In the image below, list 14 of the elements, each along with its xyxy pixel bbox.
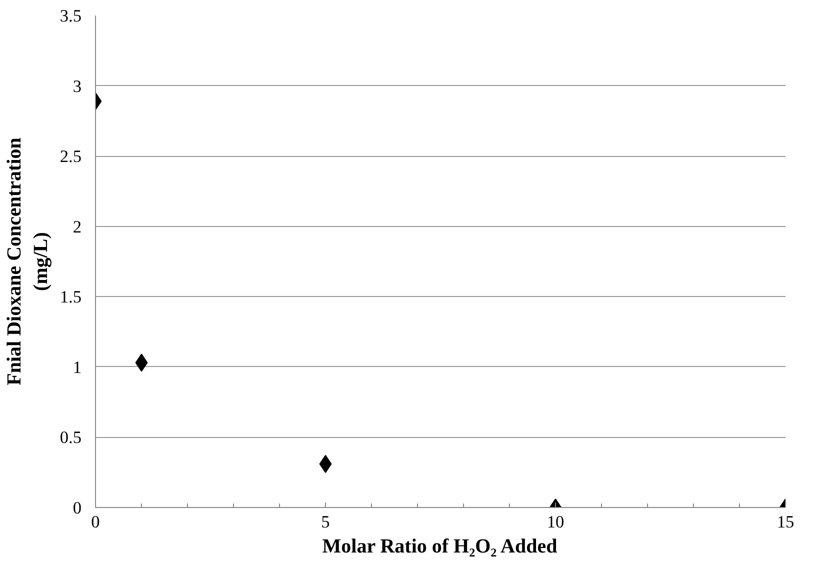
y-tick-label: 0.5 [60, 428, 82, 448]
y-tick-label: 3.5 [60, 6, 82, 26]
y-tick-label: 1.5 [60, 288, 82, 307]
y-tick-label: 3 [72, 76, 82, 96]
x-axis-title: Molar Ratio of H₂O₂ Added [322, 536, 558, 558]
x-tick-label: 5 [321, 512, 330, 532]
x-tick-label: 0 [91, 512, 100, 532]
y-tick-label: 2 [72, 217, 82, 236]
y-tick-label: 1 [72, 358, 82, 377]
y-axis-title: Fnial Dioxane Concentration (mg/L) [3, 138, 52, 386]
y-tick-label: 2.5 [60, 147, 82, 166]
x-tick-label: 15 [776, 512, 794, 532]
x-tick-label: 10 [546, 512, 564, 532]
y-tick-label: 0 [72, 498, 82, 518]
